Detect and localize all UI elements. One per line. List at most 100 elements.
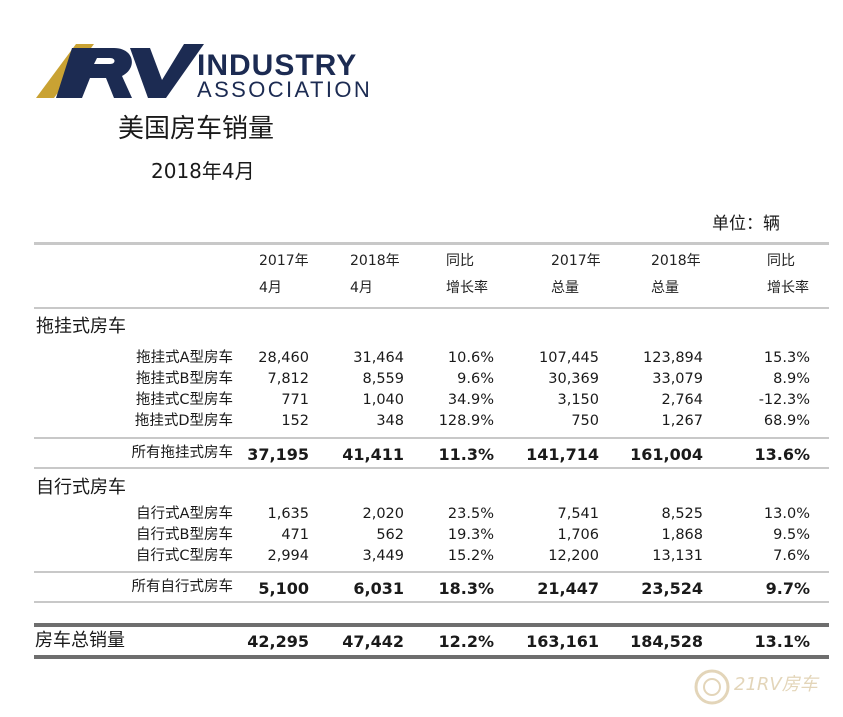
value-cell: 123,894	[643, 350, 703, 366]
subtotal-cell: 23,524	[641, 579, 703, 598]
header-col6-line2: 增长率	[767, 280, 809, 296]
subtotal-cell: 161,004	[630, 445, 703, 464]
subtotal-cell: 41,411	[342, 445, 404, 464]
header-col2-line1: 2018年	[350, 253, 400, 269]
value-cell: 1,706	[557, 527, 599, 543]
value-cell: 9.6%	[457, 371, 494, 387]
grand-total-cell: 47,442	[342, 632, 404, 651]
header-col3-line1: 同比	[446, 253, 474, 269]
value-cell: 1,267	[661, 413, 703, 429]
subtotal-bottom-rule	[34, 601, 829, 603]
subtotal-cell: 6,031	[353, 579, 404, 598]
grand-total-label: 房车总销量	[35, 630, 125, 651]
row-label: 自行式B型房车	[136, 527, 233, 543]
value-cell: 34.9%	[447, 392, 494, 408]
section-title-motorized: 自行式房车	[36, 477, 126, 498]
value-cell: 348	[376, 413, 404, 429]
header-col5-line2: 总量	[651, 280, 679, 296]
value-cell: 2,994	[267, 548, 309, 564]
table-top-rule	[34, 242, 829, 245]
value-cell: 68.9%	[763, 413, 810, 429]
grand-total-cell: 12.2%	[438, 632, 494, 651]
logo-letter-r	[56, 48, 132, 98]
value-cell: 13.0%	[763, 506, 810, 522]
row-label: 自行式C型房车	[135, 548, 233, 564]
value-cell: 12,200	[548, 548, 599, 564]
header-bottom-rule	[34, 307, 829, 309]
subtotal-cell: 5,100	[258, 579, 309, 598]
grand-total-cell: 42,295	[247, 632, 309, 651]
logo-line-industry: INDUSTRY	[197, 49, 358, 82]
grand-total-cell: 13.1%	[754, 632, 810, 651]
section-title-towable: 拖挂式房车	[36, 316, 126, 337]
row-label: 拖挂式B型房车	[136, 371, 233, 387]
value-cell: 2,764	[661, 392, 703, 408]
value-cell: 15.3%	[763, 350, 810, 366]
subtotal-cell: 18.3%	[438, 579, 494, 598]
header-col5-line1: 2018年	[651, 253, 701, 269]
grand-total-bottom-rule	[34, 655, 829, 659]
header-col1-line2: 4月	[259, 280, 282, 296]
grand-total-top-rule	[34, 623, 829, 627]
header-col2-line2: 4月	[350, 280, 373, 296]
value-cell: 562	[376, 527, 404, 543]
header-col6-line1: 同比	[767, 253, 795, 269]
value-cell: 7.6%	[773, 548, 810, 564]
value-cell: 23.5%	[447, 506, 494, 522]
value-cell: 2,020	[362, 506, 404, 522]
row-label: 自行式A型房车	[136, 506, 233, 522]
logo-line-association: ASSOCIATION	[197, 77, 373, 102]
value-cell: 28,460	[258, 350, 309, 366]
subtotal-top-rule	[34, 437, 829, 439]
value-cell: 1,635	[267, 506, 309, 522]
value-cell: 15.2%	[447, 548, 494, 564]
rv-industry-association-logo	[36, 44, 204, 98]
value-cell: 771	[281, 392, 309, 408]
subtotal-bottom-rule	[34, 467, 829, 469]
logo-letter-v	[130, 44, 204, 98]
row-label: 拖挂式A型房车	[136, 350, 233, 366]
grand-total-cell: 184,528	[630, 632, 703, 651]
subtotal-cell: 37,195	[247, 445, 309, 464]
subtotal-label: 所有拖挂式房车	[131, 445, 234, 461]
value-cell: -12.3%	[758, 392, 810, 408]
subtotal-top-rule	[34, 571, 829, 573]
value-cell: 31,464	[353, 350, 404, 366]
value-cell: 3,150	[557, 392, 599, 408]
value-cell: 9.5%	[773, 527, 810, 543]
site-watermark: 21RV房车	[690, 667, 830, 707]
header-col4-line1: 2017年	[551, 253, 601, 269]
value-cell: 7,812	[267, 371, 309, 387]
subtotal-cell: 13.6%	[754, 445, 810, 464]
value-cell: 30,369	[548, 371, 599, 387]
value-cell: 471	[281, 527, 309, 543]
subtotal-cell: 11.3%	[438, 445, 494, 464]
value-cell: 8.9%	[773, 371, 810, 387]
value-cell: 10.6%	[447, 350, 494, 366]
value-cell: 1,868	[661, 527, 703, 543]
value-cell: 1,040	[362, 392, 404, 408]
page-subtitle: 2018年4月	[151, 159, 255, 183]
value-cell: 128.9%	[438, 413, 494, 429]
subtotal-cell: 9.7%	[765, 579, 810, 598]
value-cell: 7,541	[557, 506, 599, 522]
value-cell: 8,559	[362, 371, 404, 387]
row-label: 拖挂式C型房车	[135, 392, 233, 408]
subtotal-cell: 21,447	[537, 579, 599, 598]
value-cell: 33,079	[652, 371, 703, 387]
grand-total-cell: 163,161	[526, 632, 599, 651]
subtotal-cell: 141,714	[526, 445, 599, 464]
watermark-circle-icon	[694, 669, 730, 705]
page-title: 美国房车销量	[118, 114, 275, 144]
value-cell: 3,449	[362, 548, 404, 564]
subtotal-label: 所有自行式房车	[131, 579, 234, 595]
row-label: 拖挂式D型房车	[134, 413, 233, 429]
value-cell: 13,131	[652, 548, 703, 564]
value-cell: 8,525	[661, 506, 703, 522]
value-cell: 750	[571, 413, 599, 429]
unit-label: 单位：辆	[712, 214, 780, 234]
watermark-text: 21RV房车	[734, 674, 818, 695]
header-col3-line2: 增长率	[446, 280, 488, 296]
value-cell: 107,445	[539, 350, 599, 366]
value-cell: 152	[281, 413, 309, 429]
